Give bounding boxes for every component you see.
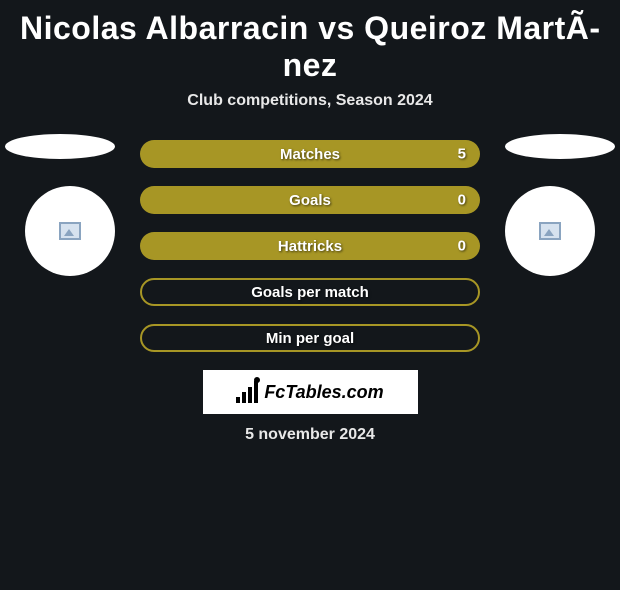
player-right-avatar [505,186,595,276]
stat-bar-label: Min per goal [266,330,354,347]
stat-bar: Min per goal [140,324,480,352]
avatar-placeholder-icon [539,222,561,240]
player-left-avatar [25,186,115,276]
stat-bar-value: 0 [458,192,466,209]
fctables-icon [236,381,258,403]
subtitle: Club competitions, Season 2024 [0,92,620,110]
player-left-ellipse [5,134,115,159]
player-right-ellipse [505,134,615,159]
date-text: 5 november 2024 [0,426,620,444]
stat-bar-label: Goals per match [251,284,369,301]
page-title: Nicolas Albarracin vs Queiroz MartÃ­nez [0,10,620,84]
stat-bar: Goals 0 [140,186,480,214]
stat-bar-label: Goals [289,192,331,209]
avatar-placeholder-icon [59,222,81,240]
stat-bars: Matches 5 Goals 0 Hattricks 0 Goals per match M… [140,140,480,352]
source-logo: FcTables.com [203,370,418,414]
stat-bar: Hattricks 0 [140,232,480,260]
stat-bar-label: Matches [280,146,340,163]
stat-bar-value: 5 [458,146,466,163]
stat-bar: Matches 5 [140,140,480,168]
stat-bar: Goals per match [140,278,480,306]
stat-bar-value: 0 [458,238,466,255]
logo-text: FcTables.com [264,382,383,403]
stat-bar-label: Hattricks [278,238,342,255]
